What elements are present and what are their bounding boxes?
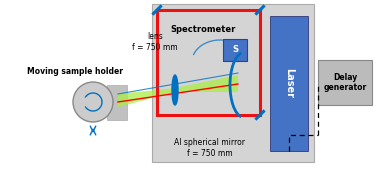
Text: S: S xyxy=(232,45,238,54)
FancyBboxPatch shape xyxy=(107,85,127,120)
Text: Al spherical mirror
f = 750 mm: Al spherical mirror f = 750 mm xyxy=(175,138,245,158)
FancyBboxPatch shape xyxy=(270,16,308,151)
FancyBboxPatch shape xyxy=(318,60,372,105)
Circle shape xyxy=(73,82,113,122)
Text: Laser: Laser xyxy=(284,68,294,99)
FancyBboxPatch shape xyxy=(152,4,314,162)
FancyBboxPatch shape xyxy=(223,39,247,61)
Polygon shape xyxy=(118,75,238,107)
Ellipse shape xyxy=(172,75,178,105)
Text: lens
f = 750 mm: lens f = 750 mm xyxy=(132,32,178,52)
Text: Spectrometer: Spectrometer xyxy=(171,26,236,34)
Text: Delay
generator: Delay generator xyxy=(323,73,367,92)
Text: Moving sample holder: Moving sample holder xyxy=(27,67,123,77)
